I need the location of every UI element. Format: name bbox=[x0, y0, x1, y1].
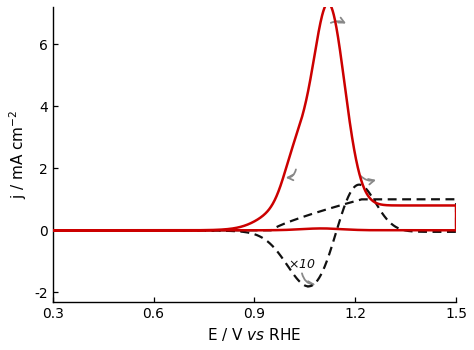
Text: $\times$10: $\times$10 bbox=[288, 258, 316, 271]
Y-axis label: j / mA cm$^{-2}$: j / mA cm$^{-2}$ bbox=[7, 110, 28, 199]
X-axis label: E / V $\it{vs}$ RHE: E / V $\it{vs}$ RHE bbox=[207, 326, 301, 343]
